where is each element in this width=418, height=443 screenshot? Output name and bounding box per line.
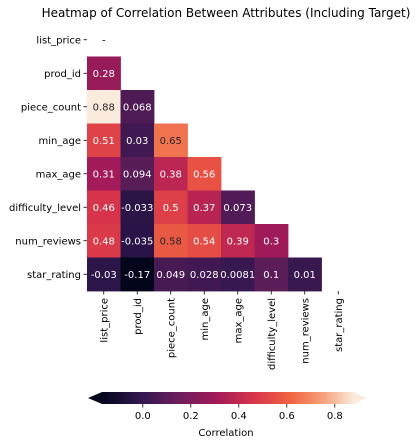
cell-annotation: -0.17 (124, 270, 150, 281)
x-axis-labels: list_price prod_id piece_count min_age max_a… (99, 291, 345, 370)
heatmap-cell-difficulty_level-list_price (87, 190, 121, 225)
cell-annotation: 0.31 (93, 169, 115, 180)
cell-annotation: 0.46 (93, 203, 115, 214)
y-tick-label: piece_count (21, 102, 81, 113)
cell-annotation: - (102, 35, 106, 46)
colorbar-ticks: 0.0 0.2 0.4 0.6 0.8 (135, 404, 343, 422)
x-tick-label: piece_count (166, 298, 177, 358)
colorbar-extend-left (88, 392, 102, 404)
cell-annotation: -0.033 (121, 203, 153, 214)
colorbar-tick-label: 0.4 (231, 411, 247, 422)
cell-annotations: - 0.28 0.88 0.068 0.51 0.03 0.65 0.31 0.094 0.38 0… (91, 35, 316, 281)
heatmap-cell-difficulty_level-min_age (187, 190, 222, 225)
heatmap-cell-star_rating-num_reviews (288, 257, 322, 292)
cell-annotation: -0.035 (121, 236, 153, 247)
heatmap-cells (87, 56, 322, 292)
heatmap-cell-prod_id-list_price (87, 56, 121, 91)
heatmap-cell-max_age-list_price (87, 157, 121, 191)
heatmap-cell-num_reviews-max_age (221, 224, 255, 258)
cell-annotation: 0.094 (123, 169, 152, 180)
cell-annotation: 0.48 (93, 236, 115, 247)
y-tick-label: difficulty_level (9, 203, 81, 214)
cell-annotation: -0.03 (91, 270, 117, 281)
colorbar-tick-label: 0.6 (279, 411, 295, 422)
y-tick-label: prod_id (44, 69, 81, 80)
heatmap-cell-num_reviews-piece_count (154, 224, 188, 258)
cell-annotation: 0.58 (160, 236, 182, 247)
heatmap-cell-star_rating-list_price (87, 257, 121, 292)
colorbar-tick-label: 0.8 (327, 411, 343, 422)
cell-annotation: 0.073 (223, 203, 252, 214)
cell-annotation: 0.5 (163, 203, 179, 214)
y-tick-label: min_age (39, 136, 82, 147)
cell-annotation: 0.56 (193, 169, 215, 180)
colorbar-extend-right (354, 392, 366, 404)
x-tick-label: star_rating (334, 298, 345, 352)
cell-annotation: 0.0081 (220, 270, 255, 281)
cell-annotation: 0.3 (263, 236, 279, 247)
heatmap-cell-num_reviews-list_price (87, 224, 121, 258)
cell-annotation: 0.51 (93, 136, 115, 147)
cell-annotation: 0.28 (93, 69, 115, 80)
cell-annotation: 0.88 (93, 102, 115, 113)
heatmap-cell-difficulty_level-max_age (221, 190, 255, 225)
heatmap-cell-star_rating-min_age (187, 257, 222, 292)
heatmap-cell-num_reviews-min_age (187, 224, 222, 258)
y-tick-label: star_rating (27, 270, 81, 281)
x-tick-label: num_reviews (300, 298, 311, 364)
x-tick-label: difficulty_level (267, 298, 278, 370)
heatmap-cell-min_age-piece_count (154, 123, 188, 158)
y-tick-label: max_age (36, 169, 81, 180)
heatmap-cell-max_age-min_age (187, 157, 222, 191)
colorbar-gradient (102, 392, 354, 404)
cell-annotation: 0.068 (123, 102, 152, 113)
cell-annotation: 0.03 (126, 136, 148, 147)
y-tick-label: num_reviews (15, 236, 81, 247)
cell-annotation: 0.65 (160, 136, 182, 147)
chart-title: Heatmap of Correlation Between Attribute… (42, 6, 411, 20)
heatmap-cell-max_age-prod_id (120, 157, 155, 191)
heatmap-cell-difficulty_level-piece_count (154, 190, 188, 225)
colorbar: 0.0 0.2 0.4 0.6 0.8 Correlation (88, 392, 366, 439)
cell-annotation: 0.028 (190, 270, 219, 281)
cell-annotation: 0.049 (156, 270, 185, 281)
cell-annotation: 0.37 (193, 203, 215, 214)
heatmap-cell-difficulty_level-prod_id (120, 190, 155, 225)
heatmap-cell-num_reviews-difficulty_level (254, 224, 289, 258)
colorbar-tick-label: 0.2 (183, 411, 199, 422)
x-tick-label: max_age (233, 298, 244, 343)
heatmap-cell-piece_count-list_price (87, 90, 121, 124)
heatmap-cell-max_age-piece_count (154, 157, 188, 191)
x-tick-label: min_age (200, 298, 211, 341)
colorbar-label: Correlation (198, 428, 253, 439)
heatmap-cell-star_rating-difficulty_level (254, 257, 289, 292)
cell-annotation: 0.01 (294, 270, 316, 281)
cell-annotation: 0.39 (227, 236, 249, 247)
x-tick-label: prod_id (133, 298, 144, 335)
y-tick-label: list_price (36, 35, 81, 46)
cell-annotation: 0.54 (193, 236, 215, 247)
heatmap-cell-star_rating-piece_count (154, 257, 188, 292)
heatmap-cell-star_rating-prod_id (120, 257, 155, 292)
cell-annotation: 0.1 (263, 270, 279, 281)
x-tick-label: list_price (99, 298, 110, 343)
heatmap-cell-min_age-list_price (87, 123, 121, 158)
heatmap-cell-piece_count-prod_id (120, 90, 155, 124)
heatmap-cell-min_age-prod_id (120, 123, 155, 158)
heatmap-cell-num_reviews-prod_id (120, 224, 155, 258)
cell-annotation: 0.38 (160, 169, 182, 180)
colorbar-tick-label: 0.0 (135, 411, 151, 422)
heatmap-cell-star_rating-max_age (221, 257, 255, 292)
y-axis-labels: list_price prod_id piece_count min_age max_a… (9, 35, 87, 281)
